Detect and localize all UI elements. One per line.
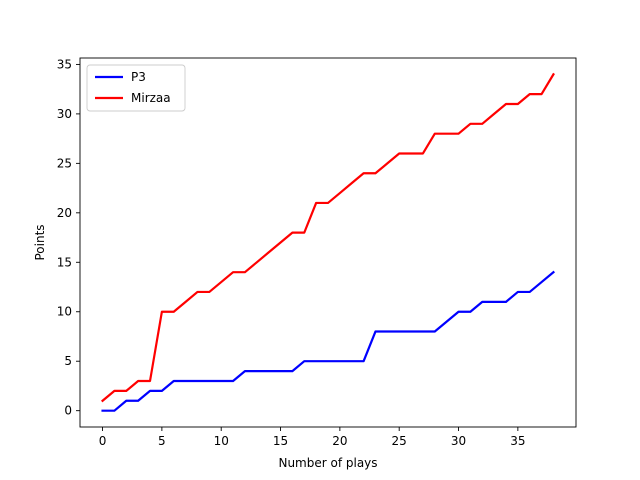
x-tick-label: 5 (158, 434, 166, 448)
legend: P3 Mirzaa (86, 64, 186, 112)
axes-frame (79, 57, 577, 428)
x-tick-label: 15 (273, 434, 288, 448)
legend-label-p3: P3 (131, 70, 146, 84)
y-tick-label: 20 (57, 206, 72, 220)
y-tick-label: 35 (57, 57, 72, 71)
legend-label-mirzaa: Mirzaa (131, 91, 171, 105)
y-tick-label: 10 (57, 305, 72, 319)
y-tick-label: 25 (57, 156, 72, 170)
x-axis-label: Number of plays (278, 456, 377, 470)
series-layer (101, 72, 555, 412)
x-tick-label: 30 (451, 434, 466, 448)
x-tick-label: 0 (99, 434, 107, 448)
x-tick-label: 35 (510, 434, 525, 448)
y-tick-label: 5 (64, 354, 72, 368)
series-line-mirzaa (101, 72, 555, 403)
plot-background (80, 58, 576, 427)
y-tick-label: 15 (57, 255, 72, 269)
x-tick-label: 25 (392, 434, 407, 448)
plot-area (80, 58, 576, 427)
y-axis-label: Points (33, 224, 47, 260)
series-line-p3 (101, 270, 555, 412)
y-tick-label: 0 (64, 404, 72, 418)
x-tick-label: 20 (332, 434, 347, 448)
axes-layer: 0 5 10 15 20 25 30 35 0 5 10 15 20 25 30 35 (57, 57, 577, 448)
x-tick-label: 10 (214, 434, 229, 448)
y-tick-label: 30 (57, 107, 72, 121)
